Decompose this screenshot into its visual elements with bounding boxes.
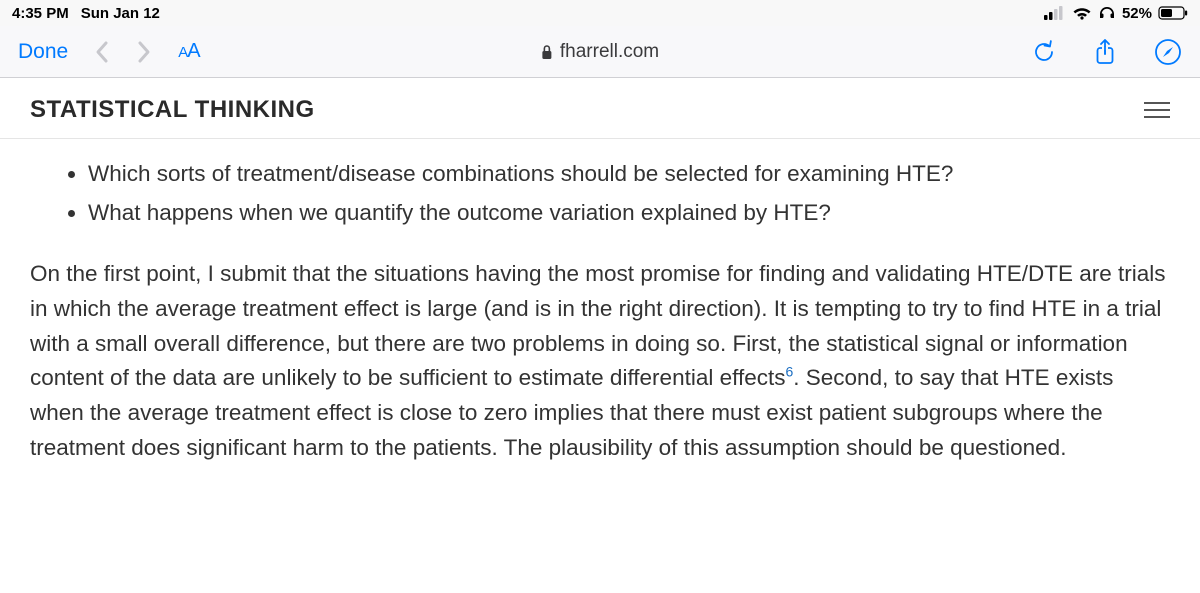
list-item: Which sorts of treatment/disease combina… — [88, 157, 1170, 192]
url-bar[interactable]: fharrell.com — [541, 41, 659, 63]
cellular-signal-icon — [1044, 6, 1066, 20]
article-paragraph: On the first point, I submit that the si… — [30, 257, 1170, 466]
status-right-group: 52% — [1044, 5, 1188, 22]
forward-button[interactable] — [136, 40, 152, 64]
lock-icon — [541, 44, 553, 60]
share-button[interactable] — [1094, 38, 1116, 66]
back-button[interactable] — [94, 40, 110, 64]
battery-percent: 52% — [1122, 5, 1152, 22]
list-item: What happens when we quantify the outcom… — [88, 196, 1170, 231]
reader-text-size-button[interactable]: AA — [178, 40, 199, 63]
aa-small-letter: A — [178, 44, 187, 61]
ipad-status-bar: 4:35 PM Sun Jan 12 52% — [0, 0, 1200, 26]
battery-icon — [1158, 6, 1188, 20]
safari-left-controls: Done AA — [18, 40, 200, 64]
status-time: 4:35 PM — [12, 5, 69, 22]
wifi-icon — [1072, 6, 1092, 20]
site-title[interactable]: STATISTICAL THINKING — [30, 96, 315, 124]
open-in-safari-button[interactable] — [1154, 38, 1182, 66]
done-button[interactable]: Done — [18, 40, 68, 64]
status-left-group: 4:35 PM Sun Jan 12 — [12, 5, 160, 22]
hamburger-menu-button[interactable] — [1144, 102, 1170, 118]
aa-large-letter: A — [187, 40, 199, 62]
url-domain-text: fharrell.com — [560, 41, 659, 63]
site-header: STATISTICAL THINKING — [0, 78, 1200, 139]
safari-toolbar: Done AA fharrell.com — [0, 26, 1200, 78]
article-content: Which sorts of treatment/disease combina… — [0, 139, 1200, 466]
reload-button[interactable] — [1032, 39, 1056, 65]
hamburger-line — [1144, 109, 1170, 111]
headphones-icon — [1098, 6, 1116, 20]
safari-right-controls — [1032, 38, 1182, 66]
hamburger-line — [1144, 102, 1170, 104]
status-date: Sun Jan 12 — [81, 5, 160, 22]
bullet-list: Which sorts of treatment/disease combina… — [30, 157, 1170, 231]
hamburger-line — [1144, 116, 1170, 118]
